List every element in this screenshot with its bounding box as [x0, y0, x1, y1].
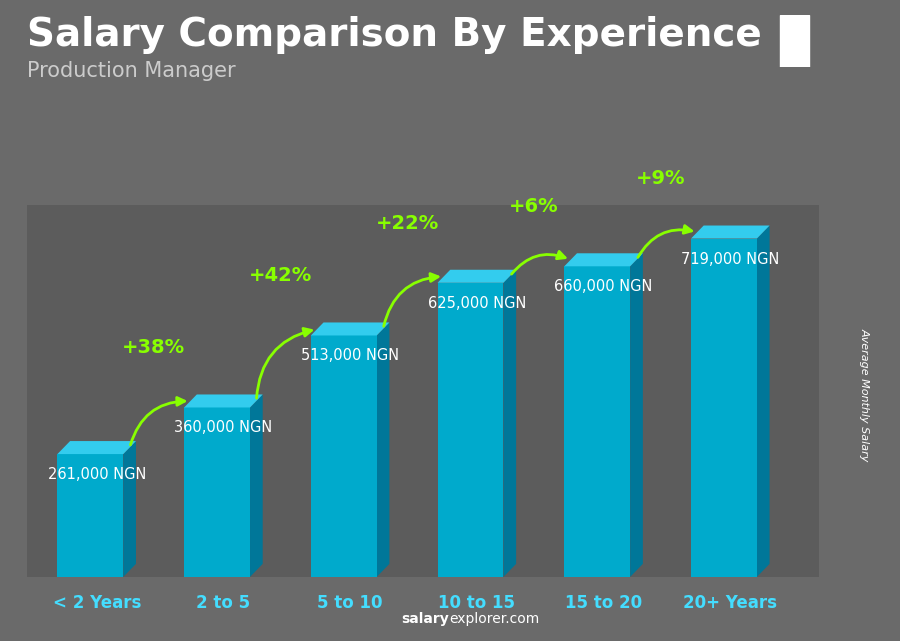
Text: 360,000 NGN: 360,000 NGN — [175, 420, 273, 435]
Text: 261,000 NGN: 261,000 NGN — [48, 467, 146, 482]
Polygon shape — [184, 408, 250, 577]
Text: +9%: +9% — [635, 169, 686, 188]
Bar — [780, 15, 808, 67]
Polygon shape — [630, 253, 643, 577]
Polygon shape — [757, 226, 770, 577]
Polygon shape — [564, 266, 630, 577]
Text: < 2 Years: < 2 Years — [52, 594, 141, 612]
Text: salary: salary — [401, 612, 449, 626]
Text: 5 to 10: 5 to 10 — [318, 594, 382, 612]
Polygon shape — [564, 253, 643, 266]
Polygon shape — [184, 394, 263, 408]
Polygon shape — [58, 441, 136, 454]
Polygon shape — [691, 238, 757, 577]
Polygon shape — [503, 270, 516, 577]
Polygon shape — [123, 441, 136, 577]
Text: +22%: +22% — [375, 213, 439, 233]
Text: 2 to 5: 2 to 5 — [196, 594, 250, 612]
Text: +42%: +42% — [248, 266, 312, 285]
Text: 660,000 NGN: 660,000 NGN — [554, 279, 652, 294]
Polygon shape — [437, 270, 516, 283]
Text: +6%: +6% — [509, 197, 559, 216]
Text: 10 to 15: 10 to 15 — [438, 594, 516, 612]
Text: 20+ Years: 20+ Years — [683, 594, 778, 612]
Polygon shape — [310, 322, 390, 335]
Text: Production Manager: Production Manager — [27, 61, 236, 81]
Polygon shape — [377, 322, 390, 577]
Text: 15 to 20: 15 to 20 — [565, 594, 642, 612]
Text: 513,000 NGN: 513,000 NGN — [302, 349, 400, 363]
Polygon shape — [250, 394, 263, 577]
Text: +38%: +38% — [122, 338, 185, 357]
Text: Salary Comparison By Experience: Salary Comparison By Experience — [27, 16, 761, 54]
Text: Average Monthly Salary: Average Monthly Salary — [860, 328, 869, 461]
Text: 625,000 NGN: 625,000 NGN — [428, 296, 526, 311]
Polygon shape — [691, 226, 770, 238]
Polygon shape — [437, 283, 503, 577]
Polygon shape — [310, 335, 377, 577]
Text: 719,000 NGN: 719,000 NGN — [681, 251, 779, 267]
Text: explorer.com: explorer.com — [449, 612, 539, 626]
Polygon shape — [58, 454, 123, 577]
